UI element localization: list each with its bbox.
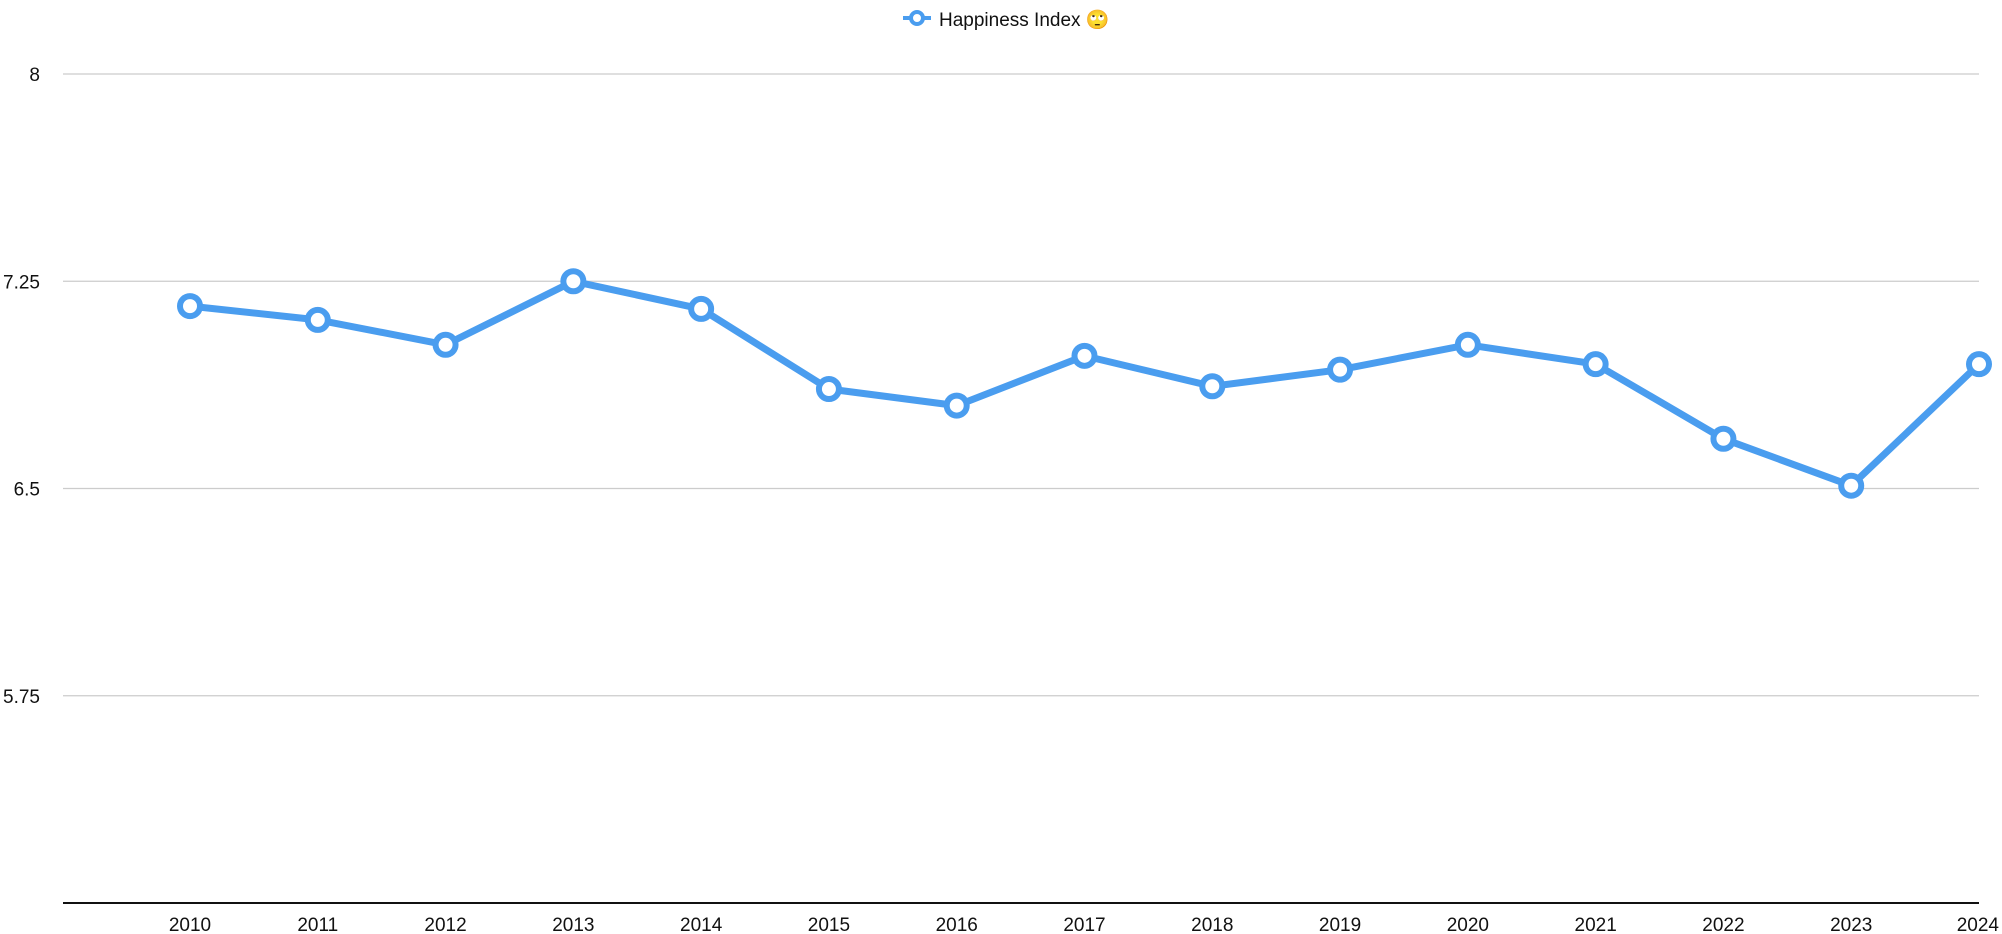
x-tick-label: 2017 [1063,915,1105,934]
y-tick-label: 7.25 [3,272,40,293]
x-tick-label: 2010 [169,915,211,934]
x-tick-label: 2012 [424,915,466,934]
data-point [1071,342,1098,369]
x-tick-label: 2011 [297,915,338,934]
x-tick-label: 2015 [808,915,850,934]
data-point [1838,472,1865,499]
legend-label: Happiness Index 🙄 [939,9,1109,31]
x-tick-label: 2014 [680,915,723,934]
x-tick-label: 2024 [1957,915,2000,934]
legend-point-swatch [909,10,925,26]
data-point [1710,425,1737,452]
gridlines [63,73,1979,697]
y-tick-label: 8 [29,65,40,86]
data-point [943,392,970,419]
legend-marker [903,10,931,26]
data-point [304,306,331,333]
x-tick-label: 2022 [1702,915,1744,934]
data-point [688,295,715,322]
data-point [1582,351,1609,378]
data-point [1454,331,1481,358]
x-tick-label: 2016 [936,915,978,934]
x-tick-label: 2018 [1191,915,1233,934]
x-axis-ticks: 2010 2011 2012 2013 2014 2015 2016 2017 2018 2019… [169,915,2000,934]
data-point [1199,373,1226,400]
x-tick-label: 2020 [1447,915,1489,934]
x-tick-label: 2023 [1830,915,1872,934]
y-tick-label: 6.5 [14,480,40,501]
data-point [560,268,587,295]
x-tick-label: 2013 [552,915,594,934]
data-point [1327,356,1354,383]
y-axis-ticks: 8 7.25 6.5 5.75 [3,65,40,708]
data-point [177,293,203,320]
data-points [177,268,1992,499]
series-line [186,277,1983,490]
data-point [432,331,459,358]
y-tick-label: 5.75 [3,687,40,708]
x-tick-label: 2019 [1319,915,1361,934]
x-tick-label: 2021 [1575,915,1617,934]
data-point [815,376,842,403]
legend: Happiness Index 🙄 [903,9,1109,31]
data-point [1966,351,1992,378]
